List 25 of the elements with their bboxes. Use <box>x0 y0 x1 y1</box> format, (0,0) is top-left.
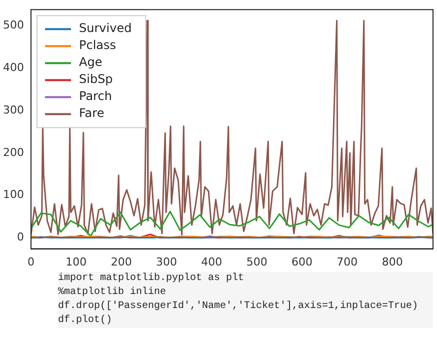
x-tick-label: 800 <box>382 255 403 268</box>
y-tick-label: 200 <box>2 146 24 159</box>
text: import matplotlib.pyplot as plt <box>58 272 246 286</box>
x-tick-label: 500 <box>246 255 268 268</box>
text: df.plot() <box>58 314 114 328</box>
legend-label: Parch <box>78 89 112 104</box>
x-tick-label: 700 <box>336 255 358 268</box>
legend-label: Fare <box>78 106 104 120</box>
text: %matplotlib inline <box>58 286 168 300</box>
y-tick-label: 400 <box>2 60 24 74</box>
x-tick-label: 100 <box>66 255 87 268</box>
x-tick-label: 0 <box>27 255 34 268</box>
x-tick-label: 400 <box>201 255 222 268</box>
y-tick-label: 500 <box>2 18 24 32</box>
legend-label: Age <box>78 55 102 70</box>
y-tick-label: 100 <box>2 188 24 202</box>
legend-label: Survived <box>78 21 132 36</box>
x-tick-label: 600 <box>292 255 313 268</box>
legend-label: Pclass <box>78 38 116 52</box>
text: df.drop(['PassengerId','Name','Ticket'],axis=1,inplace=True) <box>58 300 420 314</box>
legend-label: SibSp <box>78 72 113 86</box>
x-tick-label: 200 <box>110 255 132 268</box>
y-tick-label: 300 <box>2 103 24 116</box>
x-tick-label: 300 <box>156 255 178 268</box>
y-tick-label: 0 <box>16 230 24 244</box>
